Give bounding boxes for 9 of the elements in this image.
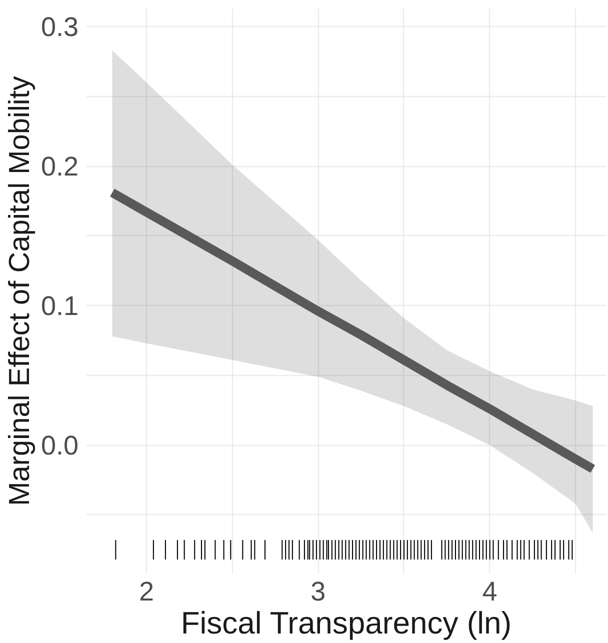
y-tick-label: 0.3 (40, 12, 79, 42)
x-tick-label: 4 (482, 576, 498, 606)
y-tick-label: 0.1 (40, 291, 79, 322)
x-tick-label: 2 (139, 576, 154, 606)
x-tick-label: 3 (310, 576, 326, 606)
y-tick-label: 0.0 (40, 430, 79, 461)
x-axis-title: Fiscal Transparency (ln) (180, 606, 512, 640)
y-axis-title: Marginal Effect of Capital Mobility (4, 76, 36, 506)
y-tick-label: 0.2 (40, 152, 79, 182)
